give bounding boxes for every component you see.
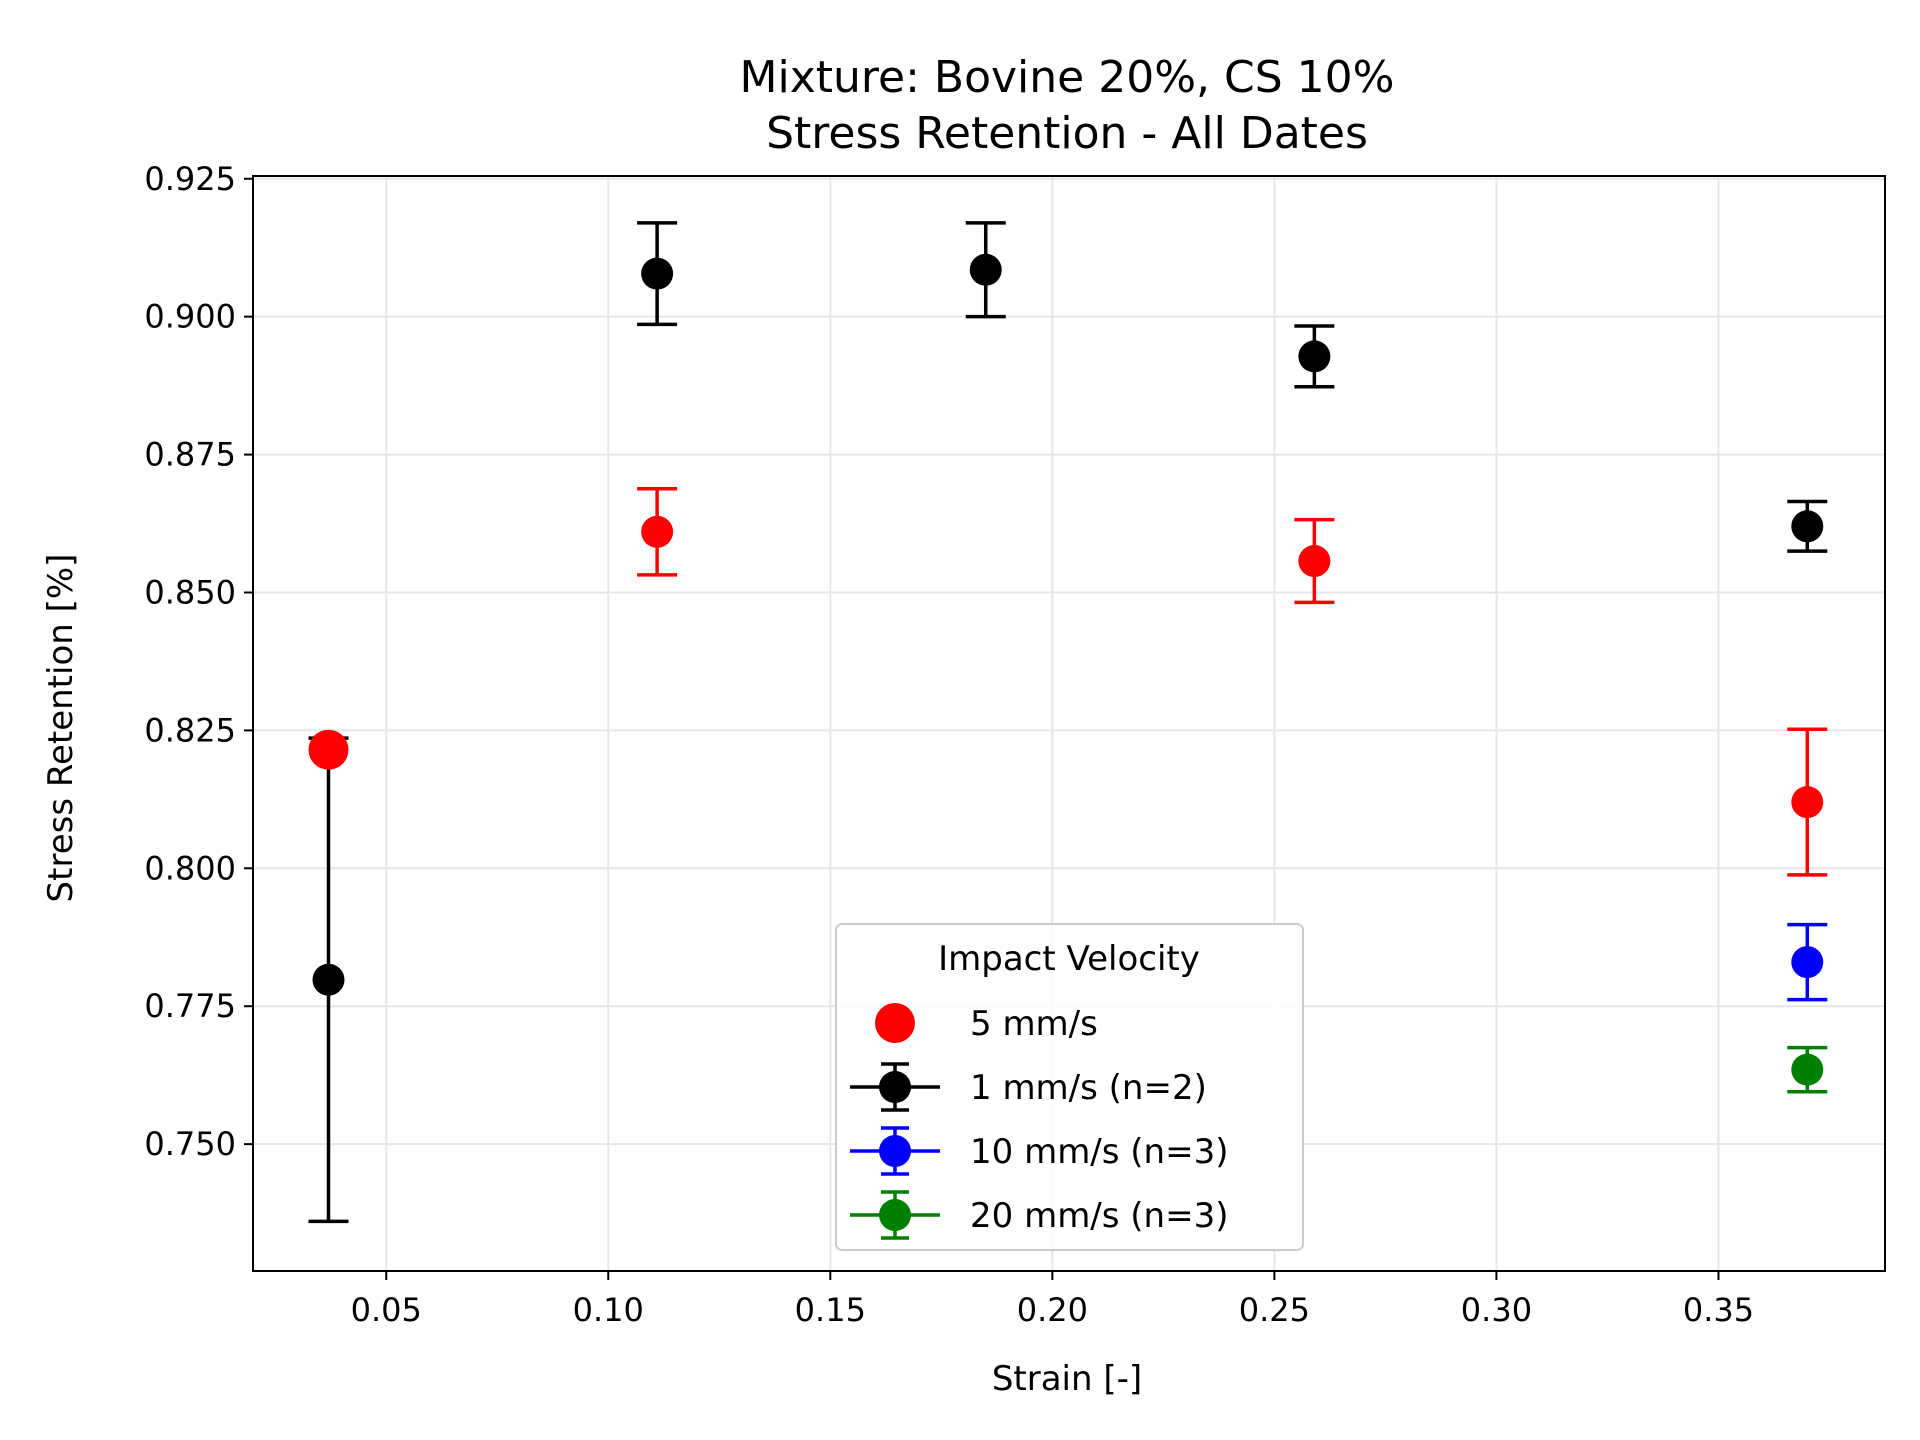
data-point bbox=[1298, 545, 1331, 578]
legend: Impact Velocity 5 mm/s 1 mm/s (n=2) 10 mm/… bbox=[835, 923, 1304, 1251]
legend-label: 1 mm/s (n=2) bbox=[970, 1068, 1207, 1108]
data-point bbox=[1791, 510, 1824, 543]
chart-title-line-1: Mixture: Bovine 20%, CS 10% bbox=[740, 52, 1395, 103]
y-tick-label: 0.875 bbox=[144, 436, 236, 474]
axis-ticks: 0.05 0.10 0.15 0.20 0.25 0.30 0.35 0.750 0.775 0.… bbox=[144, 160, 1754, 1329]
grid-lines bbox=[253, 176, 1885, 1271]
data-point bbox=[308, 729, 349, 770]
legend-entry: 10 mm/s (n=3) bbox=[850, 1126, 1229, 1176]
y-tick-label: 0.850 bbox=[144, 573, 236, 611]
legend-entries: 5 mm/s 1 mm/s (n=2) 10 mm/s (n=3) 20 mm/s (… bbox=[850, 1003, 1229, 1240]
x-tick-label: 0.30 bbox=[1461, 1291, 1532, 1329]
plot-frame bbox=[252, 175, 1886, 1272]
legend-entry: 5 mm/s bbox=[875, 1003, 1098, 1044]
legend-box bbox=[835, 923, 1304, 1251]
data-point bbox=[1791, 946, 1824, 979]
data-point bbox=[641, 257, 674, 290]
data-point bbox=[1298, 340, 1331, 373]
y-tick-label: 0.750 bbox=[144, 1125, 236, 1163]
data-point bbox=[312, 963, 345, 996]
legend-entry: 20 mm/s (n=3) bbox=[850, 1190, 1229, 1240]
data-markers bbox=[308, 253, 1824, 1086]
x-tick-label: 0.10 bbox=[573, 1291, 644, 1329]
y-tick-label: 0.800 bbox=[144, 849, 236, 887]
legend-entry: 1 mm/s (n=2) bbox=[850, 1062, 1207, 1112]
y-tick-label: 0.900 bbox=[144, 298, 236, 336]
y-axis-label: Stress Retention [%] bbox=[41, 554, 81, 903]
y-tick-label: 0.775 bbox=[144, 987, 236, 1025]
legend-label: 20 mm/s (n=3) bbox=[970, 1196, 1229, 1236]
x-tick-label: 0.05 bbox=[351, 1291, 422, 1329]
data-point bbox=[1791, 786, 1824, 819]
y-tick-label: 0.925 bbox=[144, 160, 236, 198]
legend-label: 5 mm/s bbox=[970, 1004, 1098, 1044]
chart-title-line-2: Stress Retention - All Dates bbox=[766, 108, 1368, 159]
legend-label: 10 mm/s (n=3) bbox=[970, 1132, 1229, 1172]
y-tick-label: 0.825 bbox=[144, 711, 236, 749]
x-tick-label: 0.20 bbox=[1017, 1291, 1088, 1329]
data-point bbox=[969, 253, 1002, 286]
x-tick-label: 0.35 bbox=[1683, 1291, 1754, 1329]
data-point bbox=[641, 515, 674, 548]
legend-marker bbox=[879, 1199, 911, 1231]
legend-marker bbox=[875, 1003, 915, 1043]
data-point bbox=[1791, 1053, 1824, 1086]
legend-marker bbox=[879, 1071, 911, 1103]
legend-marker bbox=[879, 1135, 911, 1167]
x-axis-label: Strain [-] bbox=[992, 1359, 1142, 1399]
legend-title: Impact Velocity bbox=[938, 939, 1200, 979]
x-tick-label: 0.25 bbox=[1239, 1291, 1310, 1329]
x-tick-label: 0.15 bbox=[795, 1291, 866, 1329]
